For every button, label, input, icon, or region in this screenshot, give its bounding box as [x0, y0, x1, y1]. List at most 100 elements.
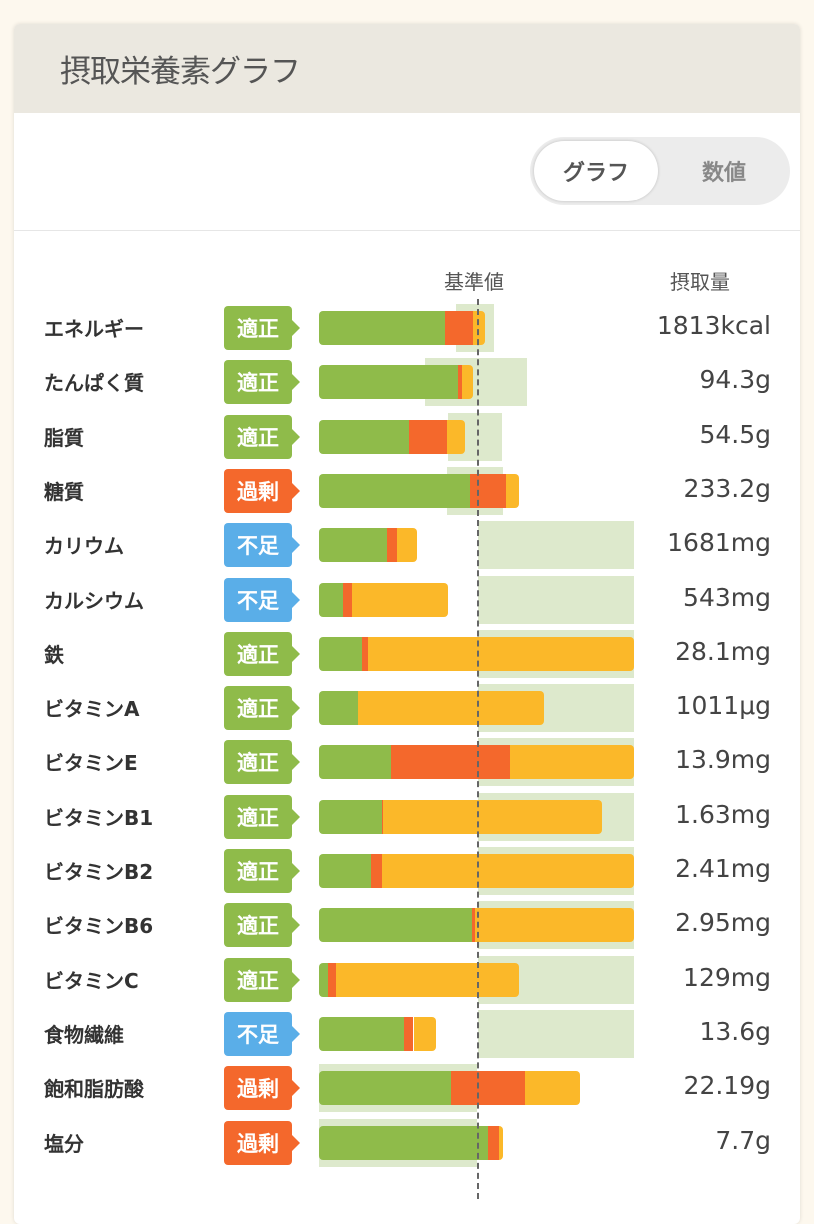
- status-badge: 適正: [224, 849, 300, 893]
- nutrient-name: ビタミンE: [44, 751, 138, 776]
- card-title: 摂取栄養素グラフ: [60, 54, 301, 90]
- intake-bar: [319, 1071, 581, 1106]
- nutrient-row: ビタミンC 適正 129mg: [14, 953, 800, 1007]
- card-header: 摂取栄養素グラフ: [14, 24, 800, 113]
- nutrient-name: カリウム: [44, 534, 124, 559]
- status-badge: 適正: [224, 957, 300, 1002]
- status-badge: 適正: [224, 360, 300, 405]
- bar-segment-yellow: [525, 1071, 581, 1106]
- nutrient-name: ビタミンB6: [44, 914, 154, 939]
- bar-segment-red: [451, 1071, 526, 1106]
- intake-value: 1681mg: [667, 528, 771, 558]
- bar-segment-red: [370, 854, 382, 888]
- bar-segment-red: [382, 799, 383, 834]
- intake-value: 543mg: [683, 582, 771, 612]
- bar-segment-yellow: [474, 908, 634, 943]
- status-badge: 不足: [224, 577, 300, 622]
- bar-segment-green: [319, 1016, 405, 1051]
- bar-segment-red: [457, 365, 462, 400]
- bar-segment-green: [319, 473, 471, 508]
- nutrient-row: ビタミンB2 適正 2.41mg: [14, 844, 800, 898]
- bar-segment-red: [471, 908, 475, 943]
- intake-value: 2.95mg: [675, 908, 771, 938]
- nutrient-name: カルシウム: [44, 588, 144, 613]
- intake-value: 1813kcal: [656, 311, 771, 340]
- bar-segment-yellow: [461, 365, 473, 400]
- intake-value: 2.41mg: [675, 854, 771, 883]
- status-badge: 適正: [224, 306, 300, 350]
- reference-line: [477, 299, 479, 1199]
- status-badge: 不足: [224, 523, 300, 568]
- intake-bar: [319, 419, 466, 454]
- nutrient-graph-card: 摂取栄養素グラフ グラフ 数値 基準値 摂取量 エネルギー 適正 1813kcal た…: [14, 24, 800, 1224]
- intake-bar: [319, 691, 545, 726]
- bar-segment-green: [319, 745, 392, 780]
- nutrient-name: ビタミンC: [44, 968, 139, 993]
- bar-segment-green: [319, 582, 343, 617]
- intake-value: 13.6g: [699, 1016, 771, 1046]
- bar-segment-green: [319, 908, 472, 943]
- status-badge: 適正: [224, 686, 300, 731]
- bar-segment-green: [319, 365, 458, 400]
- view-toggle[interactable]: グラフ 数値: [530, 137, 790, 205]
- status-badge: 不足: [224, 1011, 300, 1056]
- bar-segment-yellow: [446, 419, 466, 454]
- intake-bar: [319, 962, 519, 997]
- nutrient-row: 脂質 適正 54.5g: [14, 410, 800, 464]
- bar-segment-yellow: [382, 799, 602, 834]
- intake-bar: [319, 528, 418, 563]
- bar-segment-yellow: [358, 691, 545, 726]
- nutrient-row: ビタミンA 適正 1011μg: [14, 681, 800, 735]
- intake-value: 233.2g: [683, 473, 771, 503]
- nutrient-row: たんぱく質 適正 94.3g: [14, 355, 800, 409]
- bar-segment-red: [386, 528, 397, 563]
- status-badge: 適正: [224, 903, 300, 948]
- intake-header: 摂取量: [670, 270, 730, 294]
- bar-segment-yellow: [509, 745, 634, 780]
- nutrient-row: カルシウム 不足 543mg: [14, 573, 800, 627]
- bar-segment-red: [487, 1125, 500, 1160]
- bar-segment-green: [319, 419, 409, 454]
- bar-segment-green: [319, 1071, 452, 1106]
- status-badge: 過剰: [224, 468, 300, 513]
- reference-range-band: [478, 521, 634, 570]
- status-badge: 適正: [224, 414, 300, 459]
- reference-range-band: [478, 575, 634, 624]
- intake-value: 13.9mg: [675, 745, 771, 775]
- nutrient-row: ビタミンB6 適正 2.95mg: [14, 898, 800, 952]
- nutrient-name: 鉄: [44, 642, 64, 667]
- nutrient-row: ビタミンB1 適正 1.63mg: [14, 790, 800, 844]
- nutrient-name: 塩分: [44, 1131, 84, 1156]
- nutrient-name: 脂質: [44, 425, 84, 450]
- nutrient-name: ビタミンA: [44, 697, 140, 722]
- nutrient-row: エネルギー 適正 1813kcal: [14, 301, 800, 355]
- bar-segment-yellow: [506, 473, 520, 508]
- bar-segment-green: [319, 854, 371, 888]
- intake-bar: [319, 311, 486, 345]
- toggle-numeric[interactable]: 数値: [701, 161, 746, 186]
- nutrient-row: ビタミンE 適正 13.9mg: [14, 735, 800, 789]
- status-badge: 過剰: [224, 1120, 300, 1165]
- nutrient-row: 飽和脂肪酸 過剰 22.19g: [14, 1061, 800, 1115]
- intake-bar: [319, 636, 634, 671]
- status-badge: 適正: [224, 631, 300, 676]
- intake-value: 94.3g: [699, 365, 771, 395]
- bar-segment-red: [445, 311, 473, 345]
- bar-segment-yellow: [413, 1016, 436, 1051]
- bar-segment-green: [319, 1125, 488, 1160]
- bar-segment-green: [319, 962, 329, 997]
- nutrient-row: カリウム 不足 1681mg: [14, 518, 800, 572]
- nutrient-name: 糖質: [44, 479, 84, 504]
- bar-segment-yellow: [396, 528, 418, 563]
- nutrient-name: ビタミンB1: [44, 805, 154, 830]
- bar-segment-yellow: [352, 582, 449, 617]
- bar-segment-green: [319, 528, 387, 563]
- bar-segment-red: [408, 419, 447, 454]
- intake-bar: [319, 745, 634, 780]
- bar-segment-red: [361, 636, 368, 671]
- intake-value: 1.63mg: [675, 799, 771, 829]
- nutrient-name: エネルギー: [44, 317, 144, 341]
- bar-segment-yellow: [336, 962, 519, 997]
- status-badge: 適正: [224, 794, 300, 839]
- toggle-graph[interactable]: グラフ: [534, 141, 658, 201]
